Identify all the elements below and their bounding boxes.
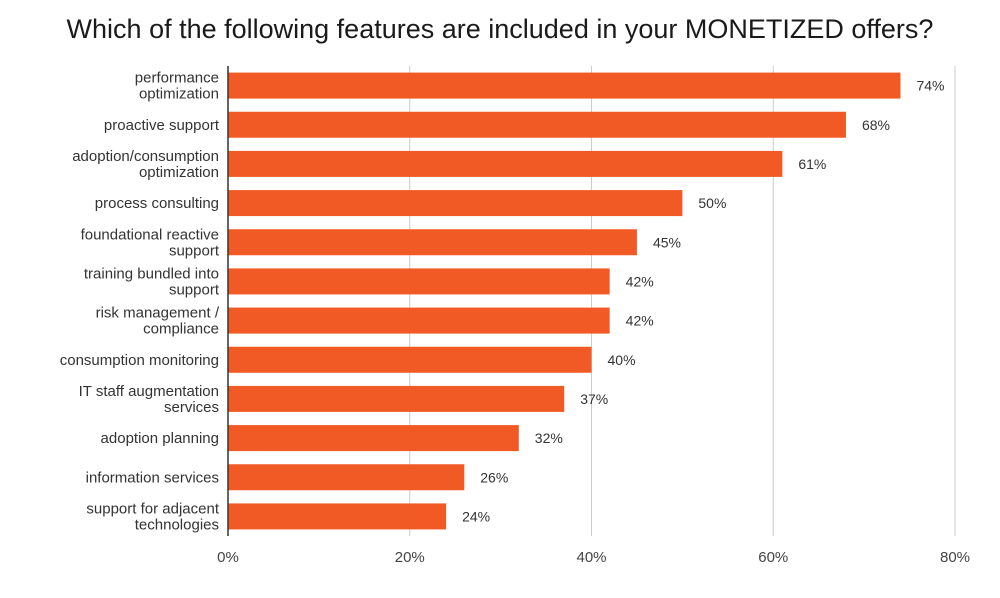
bar <box>228 268 610 295</box>
data-label: 61% <box>798 156 826 172</box>
data-label: 26% <box>480 469 508 485</box>
x-tick-label: 0% <box>217 549 239 566</box>
category-label: performance optimization <box>135 70 219 103</box>
x-tick-label: 40% <box>576 549 606 566</box>
category-label: adoption/consumption optimization <box>72 148 219 181</box>
category-label: IT staff augmentation services <box>79 383 219 416</box>
data-label: 68% <box>862 117 890 133</box>
category-label: proactive support <box>104 117 220 134</box>
category-label: foundational reactive support <box>81 226 220 259</box>
x-tick-label: 60% <box>758 549 788 566</box>
bar <box>228 425 519 452</box>
bar <box>228 229 637 256</box>
data-label: 50% <box>698 195 726 211</box>
bar <box>228 190 683 217</box>
data-label: 45% <box>653 234 681 250</box>
data-label: 74% <box>916 78 944 94</box>
x-tick-label: 20% <box>395 549 425 566</box>
data-label: 42% <box>626 313 654 329</box>
bars <box>228 72 901 530</box>
category-label: training bundled into support <box>84 265 220 298</box>
category-label: adoption planning <box>101 430 219 447</box>
chart-title: Which of the following features are incl… <box>66 14 934 44</box>
data-label: 37% <box>580 391 608 407</box>
category-label: information services <box>86 469 219 486</box>
bar <box>228 150 783 177</box>
data-label: 40% <box>608 352 636 368</box>
bar <box>228 111 846 138</box>
x-tick-label: 80% <box>940 549 970 566</box>
bar <box>228 307 610 334</box>
bar <box>228 346 592 373</box>
bar <box>228 503 447 530</box>
category-label: process consulting <box>95 195 219 212</box>
bar <box>228 72 901 99</box>
data-label: 42% <box>626 273 654 289</box>
gridlines <box>409 66 956 536</box>
category-label: risk management / compliance <box>96 305 220 338</box>
labels: 0% 20% 40% 60% 80% 74% performance optimization… <box>60 70 970 566</box>
bar <box>228 464 465 491</box>
data-label: 32% <box>535 430 563 446</box>
category-label: consumption monitoring <box>60 352 219 369</box>
data-label: 24% <box>462 508 490 524</box>
bar <box>228 385 565 412</box>
category-label: support for adjacent technologies <box>86 500 219 533</box>
